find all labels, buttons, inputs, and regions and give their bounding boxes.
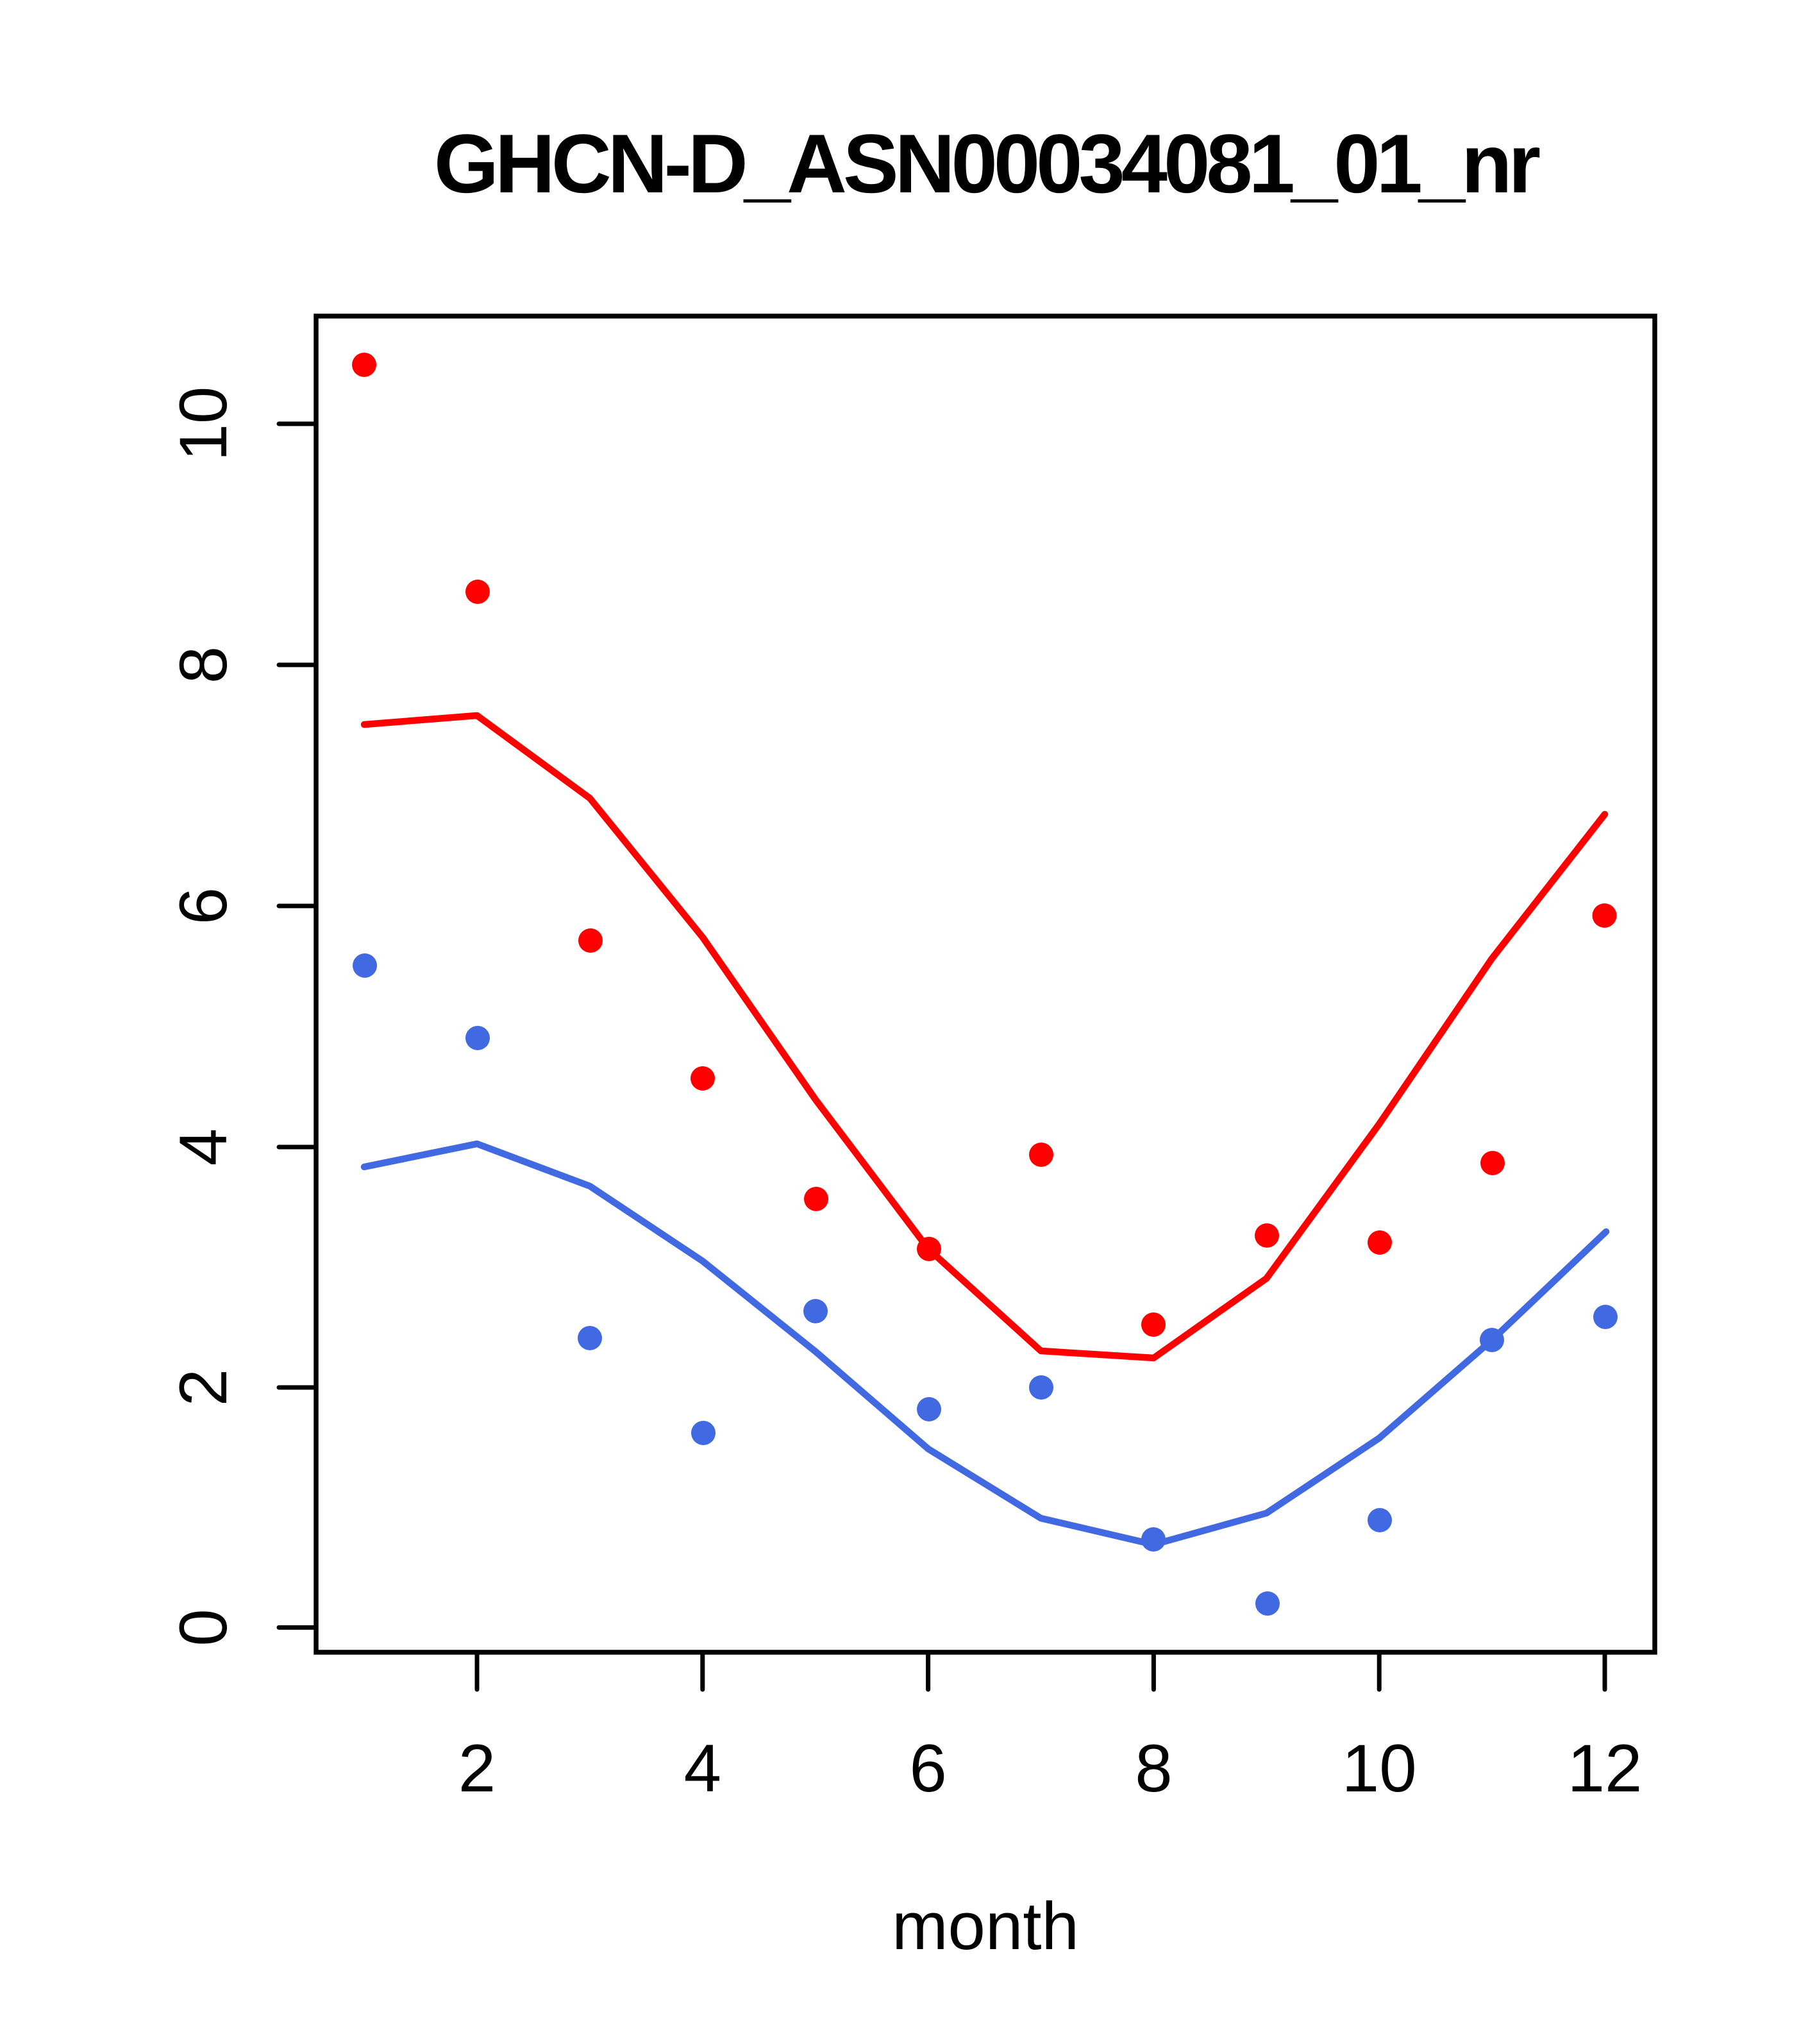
svg-text:month: month: [892, 1889, 1079, 1964]
svg-text:6: 6: [166, 887, 241, 925]
svg-text:2: 2: [166, 1369, 241, 1406]
svg-text:8: 8: [166, 646, 241, 683]
svg-text:4: 4: [684, 1731, 721, 1806]
svg-text:10: 10: [166, 387, 241, 462]
svg-text:10: 10: [1342, 1731, 1417, 1806]
svg-text:8: 8: [1135, 1731, 1172, 1806]
svg-text:2: 2: [458, 1731, 496, 1806]
svg-text:4: 4: [166, 1128, 241, 1166]
svg-text:0: 0: [166, 1609, 241, 1646]
svg-text:GHCN-D_ASN00034081_01_nr: GHCN-D_ASN00034081_01_nr: [434, 117, 1540, 210]
svg-text:6: 6: [909, 1731, 946, 1806]
svg-text:12: 12: [1568, 1731, 1643, 1806]
